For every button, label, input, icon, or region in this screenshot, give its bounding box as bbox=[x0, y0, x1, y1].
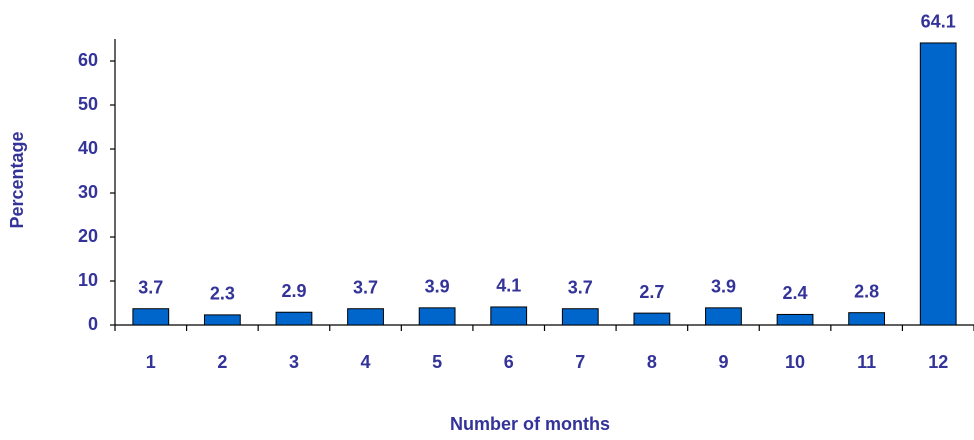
y-axis-label: Percentage bbox=[7, 131, 27, 228]
data-label: 2.8 bbox=[854, 281, 879, 301]
bar bbox=[347, 308, 384, 326]
data-label: 2.7 bbox=[639, 282, 664, 302]
x-tick-label: 11 bbox=[857, 352, 876, 372]
bar bbox=[418, 307, 456, 326]
data-label: 2.3 bbox=[210, 284, 235, 304]
y-tick-label: 20 bbox=[78, 226, 98, 246]
y-tick-label: 60 bbox=[78, 50, 98, 70]
x-tick-label: 6 bbox=[504, 352, 514, 372]
data-label: 3.7 bbox=[568, 277, 593, 297]
bar bbox=[848, 312, 886, 326]
bar bbox=[633, 312, 671, 326]
x-axis-label: Number of months bbox=[450, 414, 610, 434]
bar bbox=[275, 311, 313, 326]
bar bbox=[561, 308, 599, 326]
bar bbox=[132, 308, 170, 326]
x-tick-label: 5 bbox=[432, 352, 442, 372]
bar bbox=[919, 42, 957, 326]
data-label: 64.1 bbox=[921, 12, 956, 32]
y-tick-label: 30 bbox=[78, 182, 98, 202]
bar bbox=[776, 313, 814, 326]
data-label: 3.7 bbox=[353, 277, 378, 297]
y-tick-label: 50 bbox=[78, 94, 98, 114]
x-tick-label: 8 bbox=[647, 352, 657, 372]
data-label: 2.4 bbox=[783, 283, 808, 303]
x-tick-label: 10 bbox=[785, 352, 805, 372]
bar bbox=[490, 306, 528, 326]
x-tick-label: 9 bbox=[718, 352, 728, 372]
x-tick-label: 4 bbox=[361, 352, 371, 372]
x-tick-label: 12 bbox=[928, 352, 948, 372]
data-label: 3.9 bbox=[711, 277, 736, 297]
y-tick-label: 10 bbox=[78, 270, 98, 290]
x-tick-label: 3 bbox=[289, 352, 299, 372]
data-label: 3.9 bbox=[425, 277, 450, 297]
y-tick-label: 40 bbox=[78, 138, 98, 158]
data-label: 2.9 bbox=[281, 281, 306, 301]
data-label: 4.1 bbox=[496, 276, 521, 296]
bar bbox=[705, 307, 742, 326]
data-label: 3.7 bbox=[138, 277, 163, 297]
y-tick-label: 0 bbox=[88, 314, 98, 334]
bar bbox=[203, 314, 241, 326]
x-tick-label: 7 bbox=[575, 352, 585, 372]
x-tick-label: 2 bbox=[217, 352, 227, 372]
x-tick-label: 1 bbox=[146, 352, 156, 372]
